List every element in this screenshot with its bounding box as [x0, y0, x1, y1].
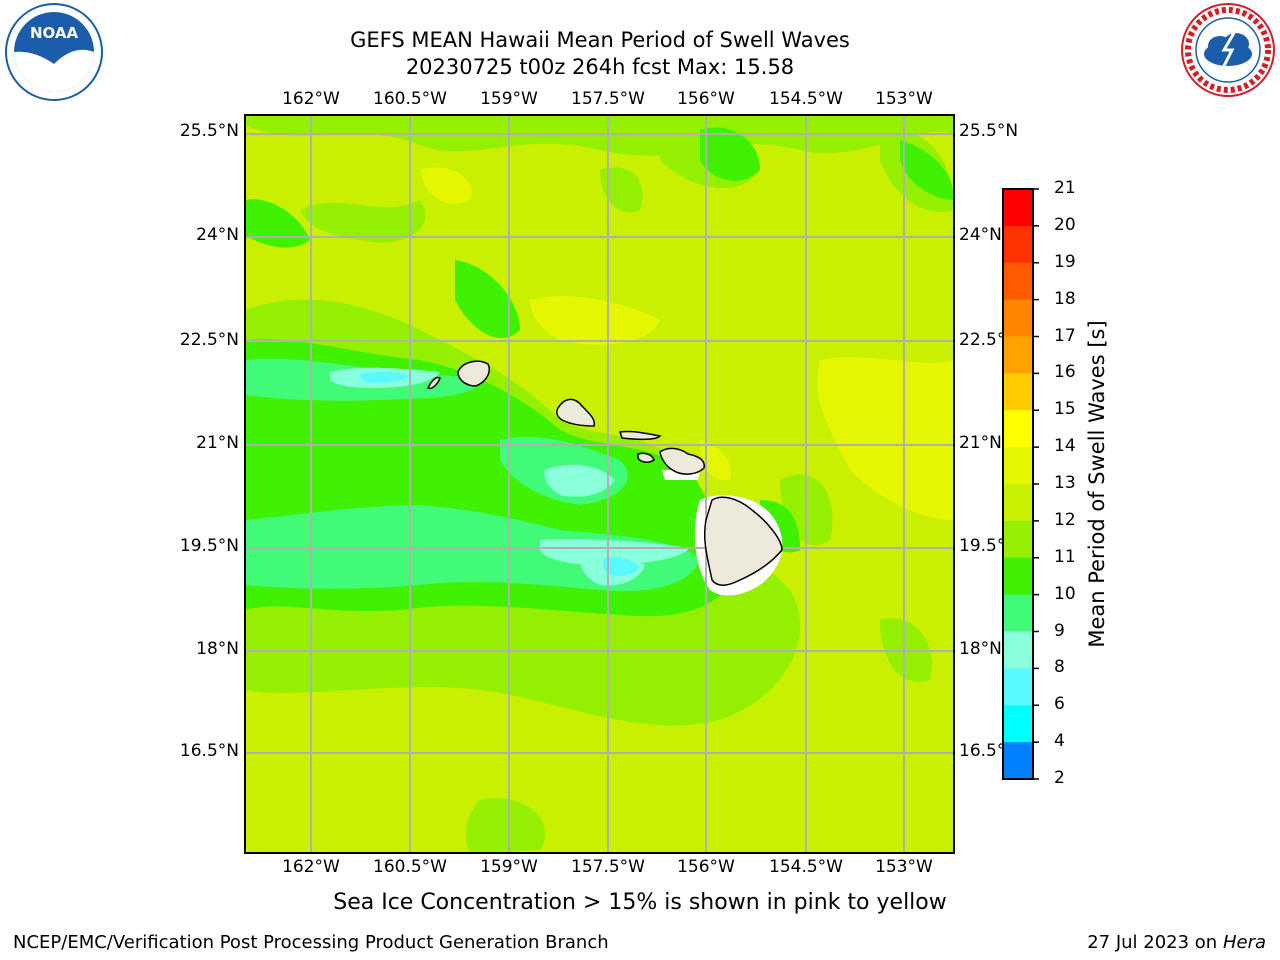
- map-title: GEFS MEAN Hawaii Mean Period of Swell Wa…: [350, 28, 850, 52]
- colorbar-block-9-8: [1003, 631, 1033, 669]
- island-molokai: [619, 430, 662, 441]
- lon-label-bottom-4: 157.5°W: [571, 857, 645, 877]
- colorbar-tick-2: 2: [1054, 768, 1065, 788]
- graticule: [245, 115, 954, 853]
- colorbar-block-13-12: [1003, 484, 1033, 522]
- lat-label-right-1: 25.5°N: [959, 121, 1019, 141]
- colorbar-block-6-4: [1003, 705, 1033, 743]
- colorbar-tick-10: 10: [1054, 583, 1076, 604]
- lat-label-left-2: 24°N: [196, 225, 239, 245]
- lat-label-left-3: 22.5°N: [179, 330, 239, 350]
- colorbar-block-8-6: [1003, 668, 1033, 706]
- colorbar-tick-4: 4: [1054, 731, 1065, 752]
- noaa-logo: NOAA: [4, 2, 104, 102]
- lon-label-top-6: 154.5°W: [769, 89, 843, 109]
- lon-label-top-7: 153°W: [875, 89, 933, 109]
- lat-label-right-6: 18°N: [959, 639, 1002, 659]
- island-lanai: [637, 452, 655, 463]
- nws-logo: [1180, 2, 1276, 98]
- contour-14-15: [420, 167, 954, 520]
- sea-ice-note: Sea Ice Concentration > 15% is shown in …: [333, 890, 947, 915]
- lon-label-top-5: 156°W: [677, 89, 735, 109]
- colorbar-tick-9: 9: [1054, 620, 1065, 641]
- lat-label-left-5: 19.5°N: [179, 536, 239, 556]
- noaa-logo-text: NOAA: [30, 24, 79, 42]
- lat-label-left-4: 21°N: [196, 433, 239, 453]
- contour-8-9: [359, 371, 640, 576]
- colorbar-tick-6: 6: [1054, 694, 1065, 715]
- lat-label-left-1: 25.5°N: [179, 121, 239, 141]
- colorbar-tick-18: 18: [1054, 288, 1076, 309]
- colorbar: [1002, 188, 1039, 780]
- lon-label-bottom-2: 160.5°W: [373, 857, 447, 877]
- hawaiian-islands: [426, 360, 783, 586]
- colorbar-block-19-18: [1003, 262, 1033, 301]
- lon-label-bottom-3: 159°W: [480, 857, 538, 877]
- island-maui: [659, 447, 706, 475]
- colorbar-block-14-13: [1003, 447, 1033, 485]
- colorbar-tick-15: 15: [1054, 399, 1076, 420]
- colorbar-tick-20: 20: [1054, 214, 1076, 235]
- lon-label-bottom-6: 154.5°W: [769, 857, 843, 877]
- colorbar-tick-21: 21: [1054, 178, 1076, 198]
- colorbar-block-17-16: [1003, 336, 1033, 374]
- lon-label-bottom-1: 162°W: [282, 857, 340, 877]
- map-frame: [244, 114, 955, 854]
- colorbar-tick-13: 13: [1054, 473, 1076, 493]
- lat-label-right-2: 24°N: [959, 225, 1002, 245]
- footer-machine: Hera: [1222, 932, 1266, 953]
- colorbar-block-15-14: [1003, 410, 1033, 448]
- colorbar-label: Mean Period of Swell Waves [s]: [1085, 320, 1109, 648]
- island-hawaii: [703, 496, 783, 586]
- colorbar-tick-12: 12: [1054, 509, 1076, 530]
- island-oahu: [556, 398, 596, 427]
- colorbar-tick-17: 17: [1054, 325, 1076, 346]
- lon-label-bottom-5: 156°W: [677, 857, 735, 877]
- island-kauai: [457, 360, 490, 387]
- colorbar-tick-8: 8: [1054, 657, 1065, 678]
- lon-label-top-4: 157.5°W: [571, 89, 645, 109]
- lat-label-left-7: 16.5°N: [179, 741, 239, 761]
- colorbar-block-21-20: [1003, 189, 1033, 227]
- lat-label-right-4: 21°N: [959, 433, 1002, 453]
- footer-branch: NCEP/EMC/Verification Post Processing Pr…: [13, 932, 609, 953]
- footer-date-text: 27 Jul 2023 on: [1087, 932, 1223, 953]
- island-niihau: [426, 376, 441, 390]
- colorbar-tick-16: 16: [1054, 362, 1076, 383]
- colorbar-block-20-19: [1003, 225, 1033, 264]
- colorbar-block-10-9: [1003, 594, 1033, 632]
- map-subtitle: 20230725 t00z 264h fcst Max: 15.58: [405, 55, 795, 79]
- colorbar-tick-14: 14: [1054, 436, 1076, 457]
- lat-label-left-6: 18°N: [196, 639, 239, 659]
- colorbar-block-4-2: [1003, 742, 1033, 780]
- colorbar-block-12-11: [1003, 520, 1033, 559]
- colorbar-tick-11: 11: [1054, 546, 1076, 567]
- lon-label-top-1: 162°W: [282, 89, 340, 109]
- colorbar-block-11-10: [1003, 557, 1033, 596]
- footer-date: 27 Jul 2023 on Hera: [1087, 932, 1266, 953]
- colorbar-tick-19: 19: [1054, 251, 1076, 272]
- lon-label-bottom-7: 153°W: [875, 857, 933, 877]
- lon-label-top-3: 159°W: [480, 89, 538, 109]
- lon-label-top-2: 160.5°W: [373, 89, 447, 109]
- colorbar-block-18-17: [1003, 299, 1033, 337]
- colorbar-block-16-15: [1003, 373, 1033, 411]
